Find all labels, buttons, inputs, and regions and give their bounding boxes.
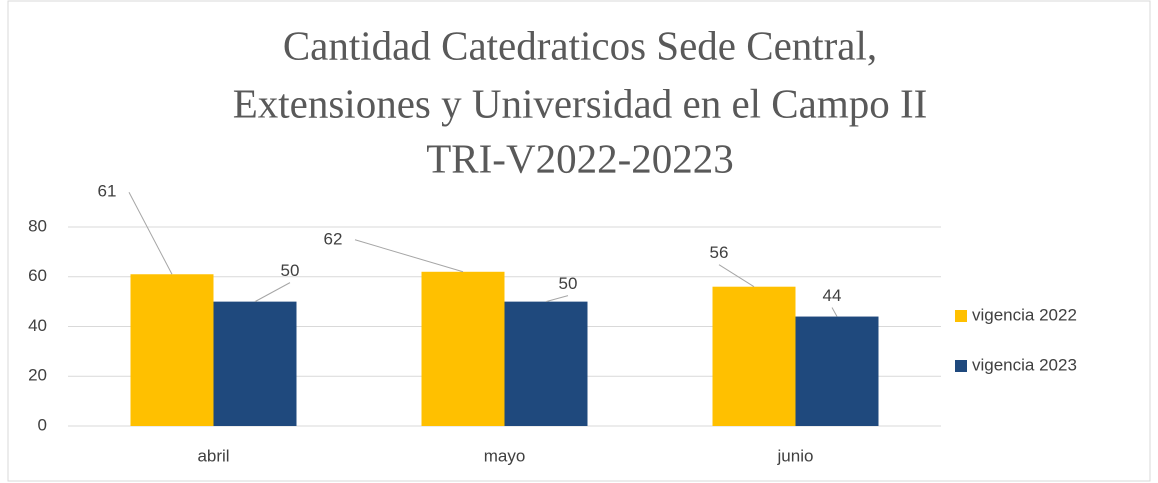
data-label: 61	[98, 182, 117, 201]
chart-title: Cantidad Catedraticos Sede Central,	[283, 22, 877, 68]
y-tick-label: 40	[28, 316, 47, 335]
bar	[504, 301, 588, 426]
data-label: 50	[559, 274, 578, 293]
leader-line	[545, 295, 569, 303]
data-label: 44	[823, 286, 842, 305]
x-tick-label: mayo	[484, 446, 526, 465]
y-tick-label: 60	[28, 266, 47, 285]
leader-line	[128, 192, 173, 275]
chart-title: Extensiones y Universidad en el Campo II	[233, 80, 928, 126]
legend-label: vigencia 2022	[972, 305, 1077, 324]
bar	[421, 271, 505, 426]
leader-line	[354, 239, 464, 273]
legend-label: vigencia 2023	[972, 355, 1077, 374]
bar	[795, 316, 879, 426]
leader-line	[718, 264, 755, 288]
data-label: 62	[324, 229, 343, 248]
y-tick-label: 80	[28, 216, 47, 235]
bar	[130, 274, 214, 426]
y-tick-label: 0	[38, 415, 47, 434]
legend-swatch	[955, 310, 967, 322]
data-label: 56	[710, 243, 729, 262]
x-tick-label: junio	[777, 446, 814, 465]
leader-line	[254, 282, 291, 303]
x-tick-label: abril	[197, 446, 229, 465]
leader-line	[831, 307, 838, 317]
data-label: 50	[281, 261, 300, 280]
bar	[712, 286, 796, 426]
chart-title: TRI-V2022-20223	[426, 135, 733, 181]
y-tick-label: 20	[28, 366, 47, 385]
bar	[213, 301, 297, 426]
legend-swatch	[955, 360, 967, 372]
